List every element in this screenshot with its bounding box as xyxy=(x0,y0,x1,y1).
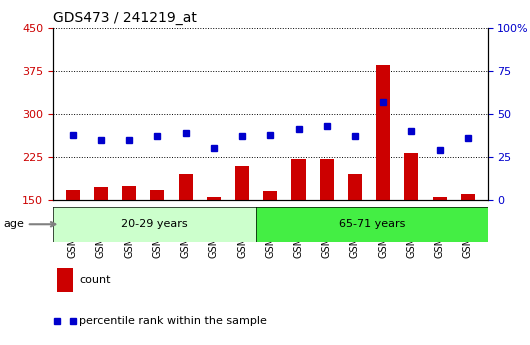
Text: 65-71 years: 65-71 years xyxy=(339,219,405,229)
Text: percentile rank within the sample: percentile rank within the sample xyxy=(79,316,267,326)
Text: GDS473 / 241219_at: GDS473 / 241219_at xyxy=(53,11,197,25)
Text: age: age xyxy=(3,219,55,229)
Bar xyxy=(179,174,193,200)
Bar xyxy=(461,194,475,200)
Text: count: count xyxy=(79,275,111,285)
Bar xyxy=(57,268,73,292)
Bar xyxy=(404,153,419,200)
FancyBboxPatch shape xyxy=(53,207,256,242)
Bar xyxy=(66,190,80,200)
Bar xyxy=(235,166,249,200)
Bar xyxy=(122,186,136,200)
Bar xyxy=(263,191,277,200)
Bar xyxy=(348,174,362,200)
Bar xyxy=(320,159,334,200)
Bar xyxy=(94,187,108,200)
Bar xyxy=(432,197,447,200)
FancyBboxPatch shape xyxy=(256,207,488,242)
Bar xyxy=(376,65,390,200)
Text: 20-29 years: 20-29 years xyxy=(121,219,188,229)
Bar xyxy=(207,197,221,200)
Bar xyxy=(151,190,164,200)
Bar xyxy=(292,159,306,200)
